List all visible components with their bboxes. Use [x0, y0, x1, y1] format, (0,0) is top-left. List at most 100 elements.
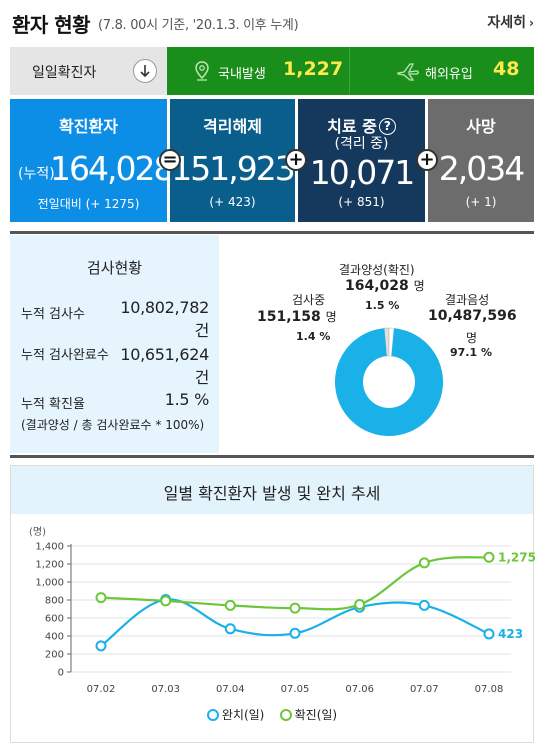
data-point-released[interactable] — [483, 628, 495, 640]
help-icon[interactable]: ? — [378, 118, 396, 135]
domestic-value: 1,227 — [283, 58, 344, 80]
domestic-label: 국내발생 — [218, 67, 266, 82]
deaths-value: 2,034 — [438, 149, 525, 188]
pie-negative-unit: 명 — [466, 331, 478, 345]
x-tick-label: 07.02 — [87, 684, 116, 695]
pie-positive-value: 164,028 명 — [345, 277, 425, 294]
treating-box: 치료 중? (격리 중) 10,071 (+ 851) — [298, 99, 425, 222]
test-summary: 검사현황 누적 검사수 10,802,782 건 누적 검사완료수 10,651,… — [10, 235, 219, 453]
more-label[interactable]: 자세히 — [487, 15, 527, 31]
equals-operator: = — [159, 149, 181, 171]
trend-chart-panel: 일별 확진환자 발생 및 완치 추세 (명) 0 200 400 600 800 1,000… — [10, 465, 535, 743]
status-summary: 확진환자 (누적) 164,028 전일대비 (+ 1275) = 격리해제 1… — [10, 99, 534, 222]
completed-tests-unit: 건 — [194, 368, 210, 387]
legend-confirmed-label[interactable]: 확진(일) — [294, 708, 338, 722]
daily-confirmed-bar: 일일확진자 국내발생 1,227 해외유입 48 — [10, 47, 534, 95]
test-title: 검사현황 — [86, 259, 143, 277]
x-tick-label: 07.05 — [281, 684, 310, 695]
data-point-released[interactable] — [224, 623, 236, 635]
y-tick-label: 800 — [45, 596, 64, 607]
deaths-change: (+ 1) — [465, 195, 497, 209]
arrow-down-icon[interactable] — [133, 59, 157, 83]
x-tick-label: 07.08 — [475, 684, 504, 695]
confirmed-change: 전일대비 (+ 1275) — [37, 197, 140, 211]
positive-rate-value: 1.5 % — [164, 390, 210, 409]
y-tick-label: 600 — [45, 614, 64, 625]
released-value: 151,923 — [171, 149, 295, 188]
map-pin-icon — [194, 61, 210, 85]
page-subtitle: (7.8. 00시 기준, '20.1.3. 이후 누계) — [98, 18, 299, 33]
pie-slice-negative — [335, 328, 443, 436]
deaths-title: 사망 — [466, 117, 496, 136]
trend-title: 일별 확진환자 발생 및 완치 추세 — [11, 466, 533, 514]
treating-subtitle: (격리 중) — [334, 136, 389, 152]
x-tick-label: 07.04 — [216, 684, 245, 695]
x-tick-label: 07.07 — [410, 684, 439, 695]
x-tick-label: 07.06 — [345, 684, 374, 695]
x-tick-label: 07.03 — [151, 684, 180, 695]
treating-value: 10,071 — [309, 153, 415, 192]
completed-tests-number: 10,651,624 — [120, 345, 209, 364]
deaths-box: 사망 2,034 (+ 1) — [428, 99, 534, 222]
page-title: 환자 현황 — [12, 13, 91, 37]
data-point-confirmed[interactable] — [160, 595, 172, 607]
data-point-released[interactable] — [95, 640, 107, 652]
released-box: 격리해제 151,923 (+ 423) — [170, 99, 296, 222]
positive-rate-label: 누적 확진율 — [21, 397, 85, 412]
y-tick-label: 1,400 — [35, 542, 64, 553]
pie-negative-pct: 97.1 % — [450, 346, 492, 359]
data-point-confirmed[interactable] — [418, 557, 430, 569]
released-title: 격리해제 — [203, 117, 262, 136]
plus-operator: + — [285, 149, 307, 171]
end-label-released: 423 — [498, 627, 523, 641]
pie-slice-positive — [388, 327, 395, 357]
legend-released-marker — [206, 709, 219, 721]
daily-label: 일일확진자 — [32, 65, 97, 81]
treating-title: 치료 중 — [327, 117, 377, 136]
pie-testing-unit: 명 — [325, 310, 337, 324]
confirmed-prefix: (누적) — [18, 166, 55, 182]
pie-negative-value: 10,487,596 — [428, 308, 517, 324]
treating-title-row: 치료 중? — [298, 113, 425, 137]
test-status-section: 검사현황 누적 검사수 10,802,782 건 누적 검사완료수 10,651,… — [10, 235, 534, 453]
data-point-confirmed[interactable] — [95, 592, 107, 604]
y-tick-label: 200 — [45, 650, 64, 661]
data-point-confirmed[interactable] — [354, 599, 366, 610]
released-change: (+ 423) — [209, 195, 256, 209]
data-point-released[interactable] — [289, 627, 301, 639]
legend-released-label[interactable]: 완치(일) — [221, 708, 265, 722]
plus-operator: + — [416, 149, 438, 171]
completed-tests-value: 10,651,624 건 — [120, 345, 209, 388]
total-tests-number: 10,802,782 — [120, 298, 209, 317]
y-tick-label: 0 — [58, 668, 64, 679]
completed-tests-label: 누적 검사완료수 — [21, 348, 109, 363]
y-tick-label: 1,000 — [35, 578, 64, 589]
pie-testing-pct: 1.4 % — [296, 330, 331, 343]
pie-negative-label: 결과음성 — [445, 293, 490, 307]
overseas-label: 해외유입 — [425, 67, 473, 82]
section-divider — [10, 455, 534, 458]
data-point-confirmed[interactable] — [289, 602, 301, 614]
daily-label-box[interactable]: 일일확진자 — [10, 47, 167, 95]
airplane-icon — [396, 61, 420, 85]
pie-testing-value: 151,158 명 — [257, 308, 337, 325]
confirmed-value: 164,028 — [50, 149, 174, 188]
data-point-confirmed[interactable] — [483, 551, 495, 563]
pie-positive-number: 164,028 — [345, 278, 409, 294]
chevron-right-icon[interactable]: › — [529, 16, 534, 30]
page-header: 환자 현황 (7.8. 00시 기준, '20.1.3. 이후 누계) 자세히 › — [0, 0, 544, 44]
total-tests-label: 누적 검사수 — [21, 307, 85, 322]
y-axis-unit: (명) — [29, 526, 46, 538]
total-tests-unit: 건 — [194, 321, 210, 340]
series-line-confirmed — [100, 556, 490, 611]
positive-rate-note: (결과양성 / 총 검사완료수 * 100%) — [21, 418, 205, 432]
end-label-confirmed: 1,275 — [498, 550, 535, 564]
total-tests-value: 10,802,782 건 — [120, 298, 209, 341]
data-point-released[interactable] — [418, 599, 430, 611]
chart-legend: 완치(일) 확진(일) — [11, 706, 533, 723]
test-donut-chart — [335, 327, 443, 436]
more-link[interactable]: 자세히 › — [487, 12, 534, 32]
y-tick-label: 400 — [45, 632, 64, 643]
confirmed-box: 확진환자 (누적) 164,028 전일대비 (+ 1275) — [10, 99, 174, 222]
data-point-confirmed[interactable] — [224, 599, 236, 611]
